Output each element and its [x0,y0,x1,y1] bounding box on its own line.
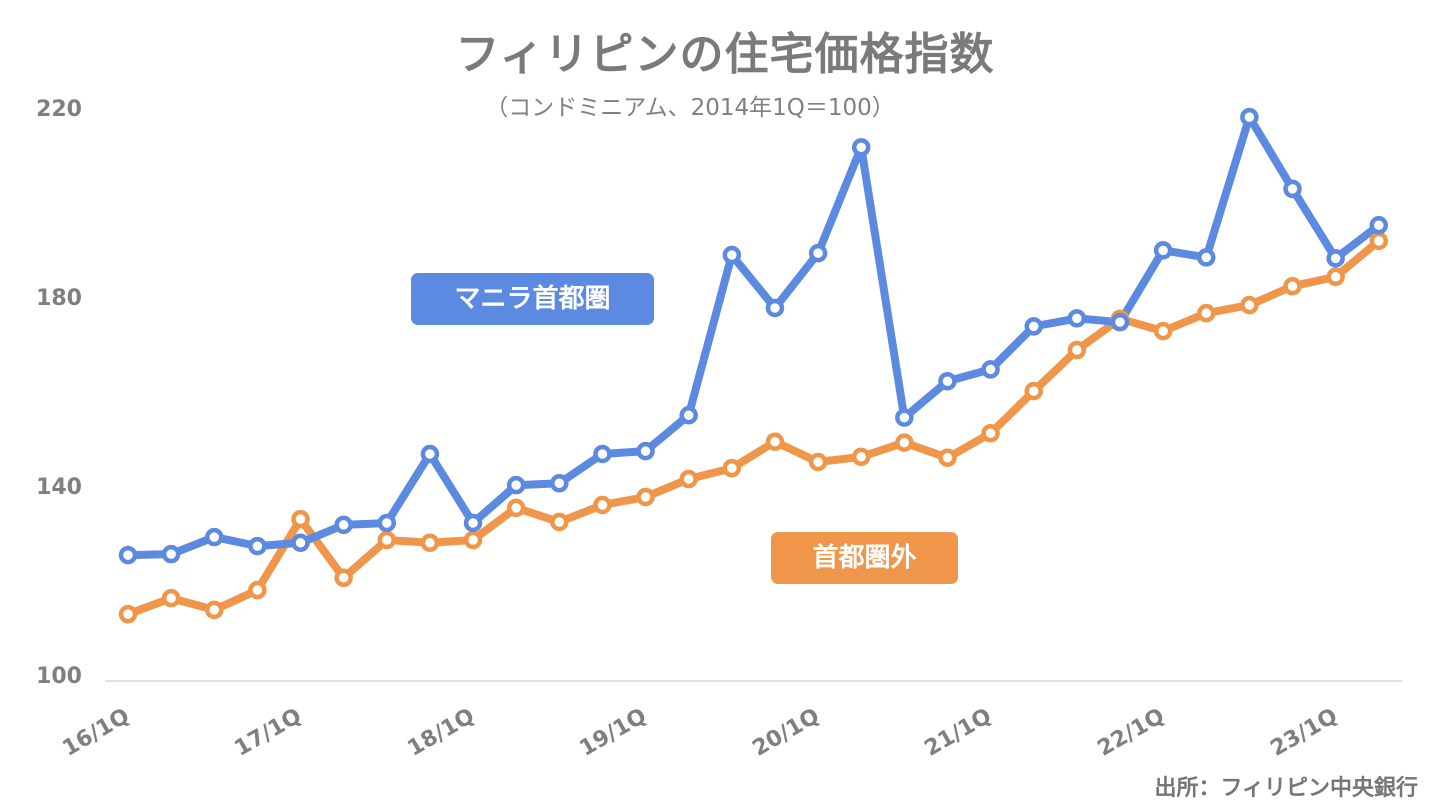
data-point-marker [851,447,871,467]
data-point-marker [1024,317,1043,336]
data-point-marker [679,405,698,425]
data-point-marker [1067,340,1087,360]
data-point-marker [463,530,483,550]
data-point-marker [334,515,353,535]
series-line-outside [124,236,1383,619]
data-point-marker [1110,312,1130,332]
data-point-marker [377,513,397,533]
data-point-marker [895,433,914,452]
data-point-marker [1153,321,1173,341]
data-point-marker [1197,248,1216,267]
data-point-marker [161,588,181,608]
data-point-marker [808,452,828,472]
data-point-marker [420,444,440,464]
data-point-marker [1240,107,1259,127]
data-point-marker [765,298,785,318]
data-point-marker [248,536,267,556]
data-point-marker [765,432,785,451]
data-point-marker [118,604,138,624]
source-note: 出所：フィリピン中央銀行 [1154,776,1418,801]
legend-label-outside: 首都圏外 [771,532,958,584]
data-point-marker [377,530,397,550]
series-markers-outside [118,231,1389,624]
y-tick-100: 100 [36,664,82,689]
data-point-marker [420,533,440,553]
data-point-marker [722,245,742,265]
data-point-marker [636,441,655,461]
data-point-marker [291,533,310,553]
data-point-marker [248,580,267,600]
data-point-marker [1369,216,1389,235]
data-point-marker [1283,276,1302,296]
legend-label-manila: マニラ首都圏 [411,273,654,325]
data-point-marker [291,509,310,529]
data-point-marker [593,495,612,515]
data-point-marker [161,544,181,564]
data-point-marker [593,444,612,464]
data-point-marker [679,469,698,489]
data-point-marker [1283,179,1302,199]
data-point-marker [981,423,1000,443]
data-point-marker [1240,295,1259,315]
y-tick-180: 180 [36,286,82,311]
data-point-marker [808,243,828,263]
data-point-marker [463,513,483,533]
data-point-marker [205,527,224,547]
y-tick-140: 140 [36,475,82,500]
data-point-marker [895,408,914,427]
data-point-marker [1024,381,1043,401]
data-point-marker [1326,267,1345,287]
chart-title: フィリピンの住宅価格指数 [455,29,995,80]
data-point-marker [1197,303,1216,323]
data-point-marker [334,568,353,588]
data-point-marker [550,474,569,493]
data-point-marker [1369,231,1389,251]
data-point-marker [1153,241,1173,260]
data-point-marker [1326,249,1345,268]
data-point-marker [938,371,957,391]
data-point-marker [550,512,569,532]
data-point-marker [205,600,224,620]
data-point-marker [636,487,655,507]
data-point-marker [1067,309,1087,328]
data-point-marker [981,360,1000,379]
data-point-marker [851,138,871,157]
series-line-manila [124,113,1383,560]
y-tick-220: 220 [36,97,82,122]
data-point-marker [938,448,957,468]
series-markers-manila [118,107,1389,565]
chart-subtitle: （コンドミニアム、2014年1Q＝100） [485,95,895,121]
data-point-marker [118,545,138,565]
data-point-marker [506,498,526,518]
data-point-marker [722,458,742,478]
data-point-marker [506,475,526,495]
